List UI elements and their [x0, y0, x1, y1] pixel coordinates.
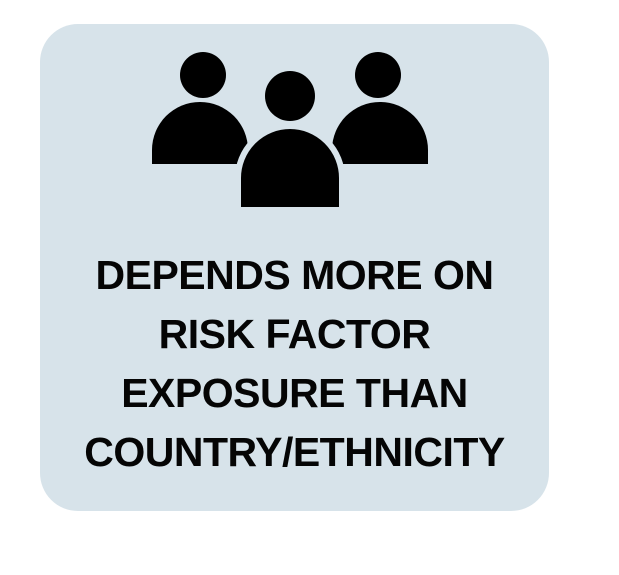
caption-line-1: DEPENDS MORE ON	[95, 252, 495, 298]
caption-line-2: RISK FACTOR	[158, 311, 431, 357]
info-card: DEPENDS MORE ON RISK FACTOR EXPOSURE THA…	[40, 24, 549, 511]
card-caption: DEPENDS MORE ON RISK FACTOR EXPOSURE THA…	[40, 246, 549, 482]
people-group-icon	[152, 52, 428, 210]
caption-line-3: EXPOSURE THAN	[121, 370, 468, 416]
caption-line-4: COUNTRY/ETHNICITY	[84, 429, 505, 475]
